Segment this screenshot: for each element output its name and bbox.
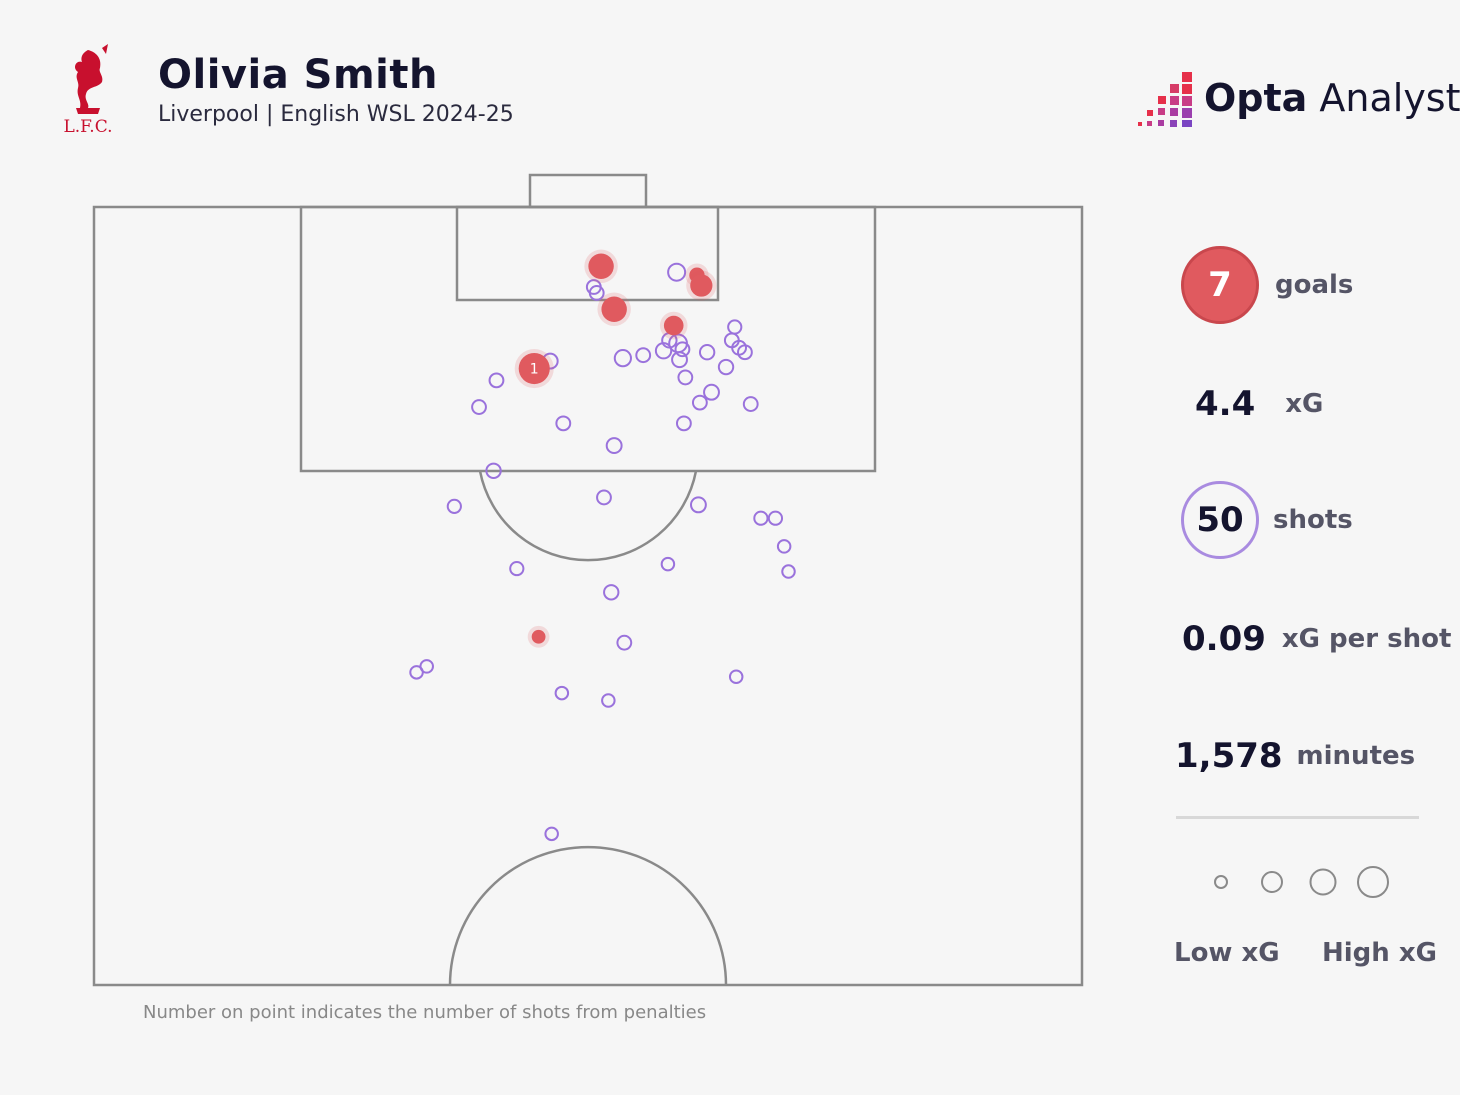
penalty-arc [478,470,698,562]
shot-point [717,358,735,376]
centre-circle-arc [448,845,728,986]
shot-point [727,319,743,335]
xg-label: xG [1285,389,1324,419]
shot-point [767,510,784,526]
shot-point [485,462,502,479]
shots-stat: 50 shots [1181,481,1353,559]
shot-point [588,285,605,301]
minutes-value: 1,578 [1175,736,1283,776]
shot-point [596,489,612,506]
xg-stat: 4.4 xG [1195,384,1323,424]
xg-value: 4.4 [1195,384,1256,424]
brand-name: Opta Analyst [1204,76,1460,120]
shot-point [742,396,759,413]
goal-frame [528,173,648,209]
opta-analyst-logo: Opta Analyst [1136,68,1460,130]
stats-divider [1176,816,1419,819]
goal-point [601,296,627,322]
xg-per-shot-value: 0.09 [1182,619,1266,659]
goal-point [531,629,546,644]
goals-label: goals [1275,270,1354,300]
shots-label: shots [1273,505,1353,535]
shot-point [776,539,792,554]
shot-point [603,584,620,601]
xg-per-shot-stat: 0.09 xG per shot [1182,619,1451,659]
shot-point [703,383,720,401]
legend-high-label: High xG [1322,938,1437,968]
shot-point [544,826,559,842]
shot-point [613,349,632,368]
penalty-area [299,205,877,473]
shot-point [554,685,570,701]
goals-circle: 7 [1181,246,1259,324]
minutes-label: minutes [1296,741,1416,771]
shot-point [509,560,525,577]
xg-per-shot-label: xG per shot [1281,624,1452,654]
shot-point [488,372,505,389]
footnote: Number on point indicates the number of … [143,1002,707,1023]
shot-point [667,262,687,282]
shot-point [698,344,716,361]
shot-point [737,344,753,361]
shot-point [409,665,424,680]
pitch-markings [92,173,1084,987]
goal-point [518,352,550,385]
legend-size-circle [1309,868,1337,896]
shots-layer [409,262,796,842]
shot-point [601,693,616,708]
legend-size-circle [1357,866,1389,898]
penalty-count-label: 1 [530,362,539,378]
xg-size-legend [1214,866,1389,898]
shot-map-pitch: 1 [92,173,1084,987]
goal-point [690,274,713,297]
minutes-stat: 1,578 minutes [1175,736,1415,776]
goals-stat: 7 goals [1181,246,1353,324]
legend-size-circle [1214,875,1228,889]
goal-point [663,315,684,336]
shot-point [728,669,744,685]
shot-point [691,394,708,411]
goals-layer: 1 [514,249,717,648]
shot-point [675,415,692,432]
legend-low-label: Low xG [1174,938,1280,968]
shot-point [689,496,707,514]
shot-point [781,564,796,579]
legend-size-circle [1261,871,1283,893]
shot-point [616,634,633,651]
shot-point [660,556,676,572]
shot-point [677,369,694,386]
page-title: Olivia Smith [158,52,438,98]
page-subtitle: Liverpool | English WSL 2024-25 [158,102,514,127]
shots-circle: 50 [1181,481,1259,559]
shot-point [635,347,652,364]
shot-point [674,341,691,358]
crest-lettering: L.F.C. [63,117,112,137]
pitch-outline [92,205,1084,987]
shot-point [671,351,688,369]
opta-logo-icon [1138,72,1192,127]
shot-point [605,437,623,455]
shot-point [446,498,462,514]
shot-point [753,510,769,526]
goal-point [588,253,614,279]
shot-point [471,399,487,415]
shot-point [555,415,572,432]
liverpool-crest-icon: L.F.C. [63,44,113,137]
